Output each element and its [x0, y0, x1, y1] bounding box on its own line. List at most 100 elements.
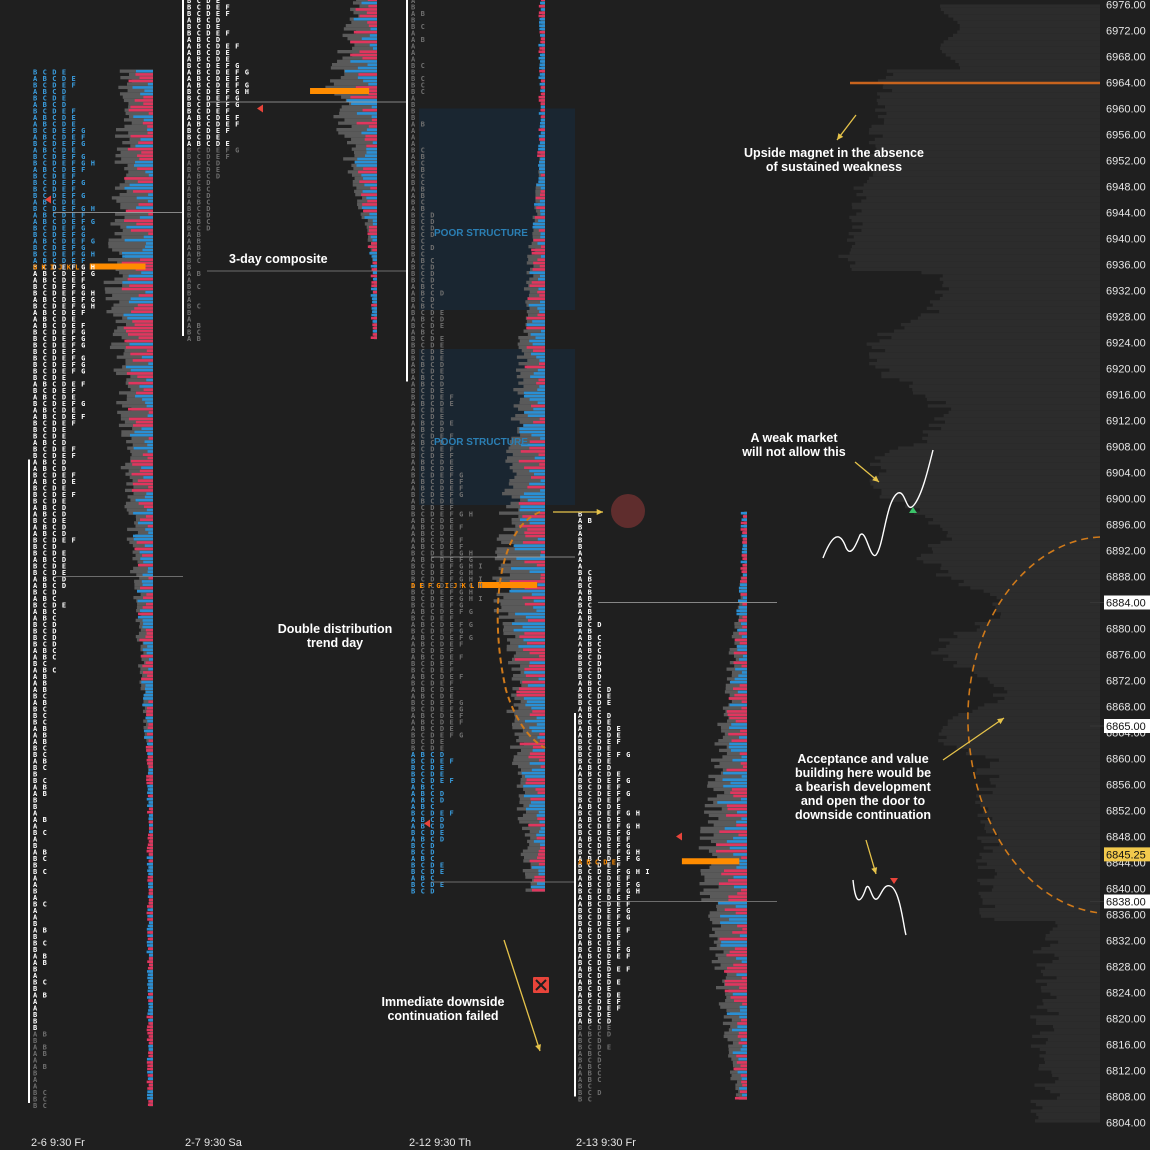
composite-volume-bar [1040, 969, 1100, 974]
sell-delta-bar [529, 752, 545, 755]
composite-volume-bar [866, 180, 1100, 184]
buy-delta-bar [148, 567, 153, 570]
buy-delta-bar [540, 212, 545, 216]
sell-delta-bar [529, 651, 545, 655]
tpo-letters: B C D E F [33, 446, 76, 454]
buy-delta-bar [372, 329, 377, 333]
tpo-letters: A B C [411, 875, 435, 883]
buy-delta-bar [135, 144, 153, 148]
tpo-letters: B C D [411, 264, 435, 272]
volume-bar [529, 277, 545, 281]
volume-bar [732, 1064, 747, 1068]
sell-delta-bar [740, 1064, 747, 1067]
sell-delta-bar [728, 895, 747, 898]
sell-delta-bar [540, 846, 545, 850]
tpo-letters: B C [33, 719, 47, 727]
volume-bar [129, 475, 153, 480]
price-tick-label: 6816.00 [1106, 1040, 1146, 1052]
volume-bar [522, 869, 545, 873]
sell-delta-bar [143, 671, 153, 674]
acceptance-annotation-line2: building here would be [795, 766, 931, 780]
tpo-letters: A B C D E F [578, 953, 631, 961]
sell-delta-bar [371, 284, 377, 287]
composite-volume-bar [1044, 1060, 1100, 1065]
sell-delta-bar [537, 151, 545, 154]
volume-bar [704, 810, 747, 814]
buy-delta-bar [143, 641, 153, 645]
sell-delta-bar [739, 684, 747, 687]
time-axis: 2-6 9:30 Fr 2-7 9:30 Sa 2-12 9:30 Th 2-13 9… [31, 1137, 636, 1149]
composite-volume-bar [869, 362, 1100, 366]
tpo-letters: A B C D E [411, 530, 454, 538]
sell-delta-bar [139, 76, 153, 79]
tpo-letters: A B C D E F G [578, 855, 641, 863]
tpo-letters: A B [187, 231, 201, 239]
volume-bar [336, 128, 377, 132]
volume-bar [495, 550, 545, 554]
buy-delta-bar [144, 736, 153, 739]
composite-volume-bar [922, 436, 1100, 441]
tpo-letters: A B C D [578, 686, 612, 694]
buy-delta-bar [146, 742, 153, 746]
tpo-letters: B C [578, 1083, 592, 1091]
buy-delta-bar [147, 450, 153, 453]
composite-volume-bar [1042, 1106, 1100, 1110]
volume-bar [121, 157, 153, 161]
buy-delta-bar [531, 593, 545, 596]
composite-volume-bar [975, 771, 1100, 775]
tpo-letters: B C D E [33, 95, 67, 103]
composite-volume-bar [852, 206, 1100, 210]
volume-bar [730, 1077, 747, 1081]
composite-volume-bar [886, 111, 1100, 116]
buy-delta-bar [146, 797, 153, 801]
tpo-letters: A B C D E F G [411, 608, 474, 616]
sell-delta-bar [524, 531, 545, 534]
buy-delta-bar [539, 141, 545, 144]
composite-volume-bar [943, 11, 1100, 15]
volume-bar [713, 823, 747, 827]
buy-delta-bar [369, 251, 377, 255]
composite-volume-bar [972, 709, 1100, 714]
buy-delta-bar [742, 654, 747, 658]
buy-delta-bar [723, 784, 747, 788]
buy-delta-bar [521, 443, 545, 447]
profile-layer [89, 0, 747, 1107]
x-mark-icon [533, 977, 549, 993]
buy-delta-bar [147, 983, 153, 986]
failed-continuation-arrow [503, 939, 541, 1052]
volume-bar [718, 817, 747, 821]
buy-delta-bar [146, 508, 153, 512]
buy-delta-bar [539, 82, 545, 86]
sell-delta-bar [741, 1018, 747, 1022]
session-profile-2-12 [478, 0, 545, 892]
sell-delta-bar [359, 14, 377, 18]
tpo-letters: A [411, 43, 416, 51]
composite-volume-bar [1052, 960, 1100, 964]
composite-volume-bar [927, 404, 1100, 408]
tpo-letters: B C [33, 745, 47, 753]
buy-delta-bar [148, 1048, 153, 1051]
buy-delta-bar [127, 316, 153, 320]
composite-volume-bar [877, 92, 1100, 96]
composite-volume-bar [950, 56, 1100, 60]
tpo-letters: B [33, 1070, 38, 1078]
sell-delta-bar [727, 807, 747, 811]
buy-delta-bar [134, 430, 153, 434]
composite-volume-bar [980, 820, 1100, 824]
poc-bar-2-12 [478, 582, 538, 588]
volume-bar [119, 271, 153, 275]
tpo-letters: B C D E F G [33, 140, 86, 148]
volume-bar [709, 911, 747, 915]
volume-bar [119, 391, 153, 395]
tpo-letters: B C D [578, 654, 602, 662]
buy-delta-bar [740, 560, 747, 564]
tpo-letters: A B [411, 36, 425, 44]
composite-volume-bar [855, 241, 1100, 246]
buy-delta-bar [148, 830, 153, 833]
buy-delta-bar [147, 973, 153, 976]
volume-bar [496, 592, 545, 597]
buy-delta-bar [529, 482, 545, 486]
composite-volume-bar [985, 755, 1100, 759]
price-tick-label: 6940.00 [1106, 234, 1146, 246]
tpo-letters: A B [411, 121, 425, 129]
